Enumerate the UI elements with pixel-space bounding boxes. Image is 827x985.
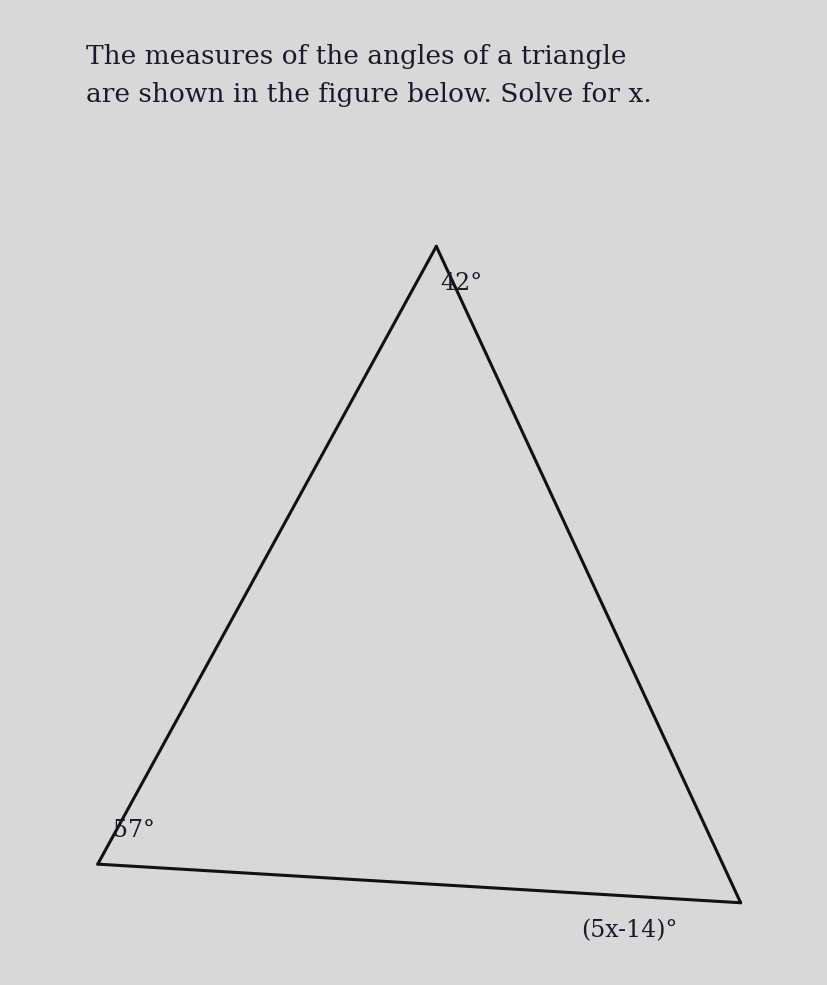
Text: (5x-14)°: (5x-14)° [581, 919, 677, 943]
Text: are shown in the figure below. Solve for x.: are shown in the figure below. Solve for… [86, 82, 652, 107]
Text: 42°: 42° [440, 273, 482, 296]
Text: 57°: 57° [113, 819, 155, 842]
Text: The measures of the angles of a triangle: The measures of the angles of a triangle [86, 43, 627, 69]
